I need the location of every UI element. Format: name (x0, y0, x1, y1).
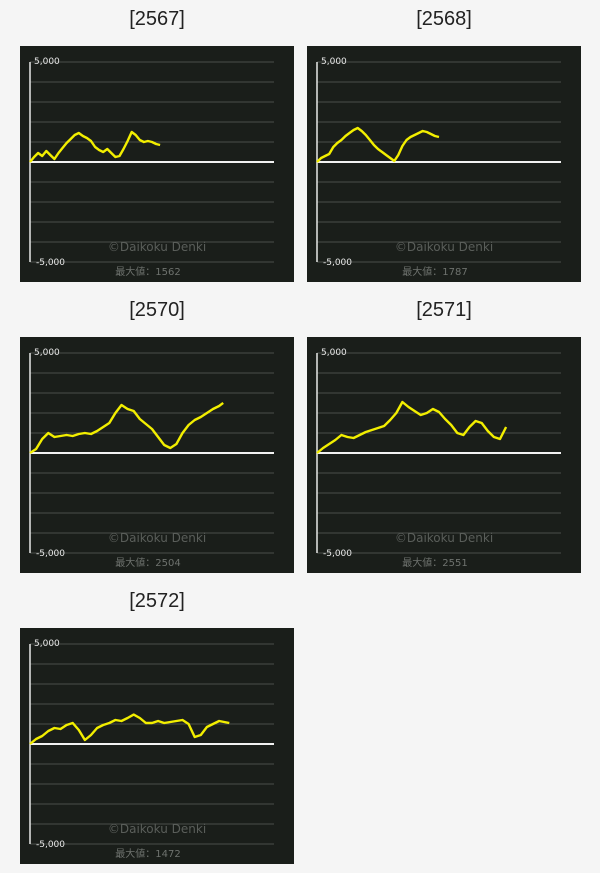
max-value-label: 最大値：1787 (402, 265, 467, 278)
series-line (29, 130, 161, 163)
max-value-label: 最大値：1472 (115, 847, 180, 860)
chart-card-2570: [2570] 5,000 -5,000 ©Daikoku Denki 最大値：2… (20, 295, 294, 573)
slump-chart-svg: 5,000 -5,000 ©Daikoku Denki 最大値：1562 (29, 57, 274, 278)
watermark: ©Daikoku Denki (108, 240, 206, 254)
watermark: ©Daikoku Denki (395, 240, 493, 254)
machine-title: [2570] (129, 299, 185, 321)
y-max-label: 5,000 (34, 57, 60, 67)
series-line (316, 400, 508, 454)
max-value-label: 最大値：2551 (402, 556, 467, 569)
slump-chart-svg: 5,000 -5,000 ©Daikoku Denki 最大値：2551 (316, 348, 561, 569)
watermark: ©Daikoku Denki (108, 531, 206, 545)
slump-chart: 5,000 -5,000 ©Daikoku Denki 最大値：2551 (307, 337, 581, 573)
slump-chart: 5,000 -5,000 ©Daikoku Denki 最大値：1562 (20, 46, 294, 282)
y-min-label: -5,000 (323, 549, 352, 559)
chart-card-2571: [2571] 5,000 -5,000 ©Daikoku Denki 最大値：2… (307, 295, 581, 573)
series-line (29, 713, 230, 745)
slump-chart-svg: 5,000 -5,000 ©Daikoku Denki 最大値：1787 (316, 57, 561, 278)
y-max-label: 5,000 (321, 348, 347, 358)
series-line (29, 401, 224, 455)
machine-title: [2567] (129, 8, 185, 30)
max-value-label: 最大値：1562 (115, 265, 180, 278)
y-max-label: 5,000 (34, 348, 60, 358)
watermark: ©Daikoku Denki (395, 531, 493, 545)
series-line (316, 126, 440, 163)
y-min-label: -5,000 (36, 549, 65, 559)
slump-chart: 5,000 -5,000 ©Daikoku Denki 最大値：1472 (20, 628, 294, 864)
slump-chart: 5,000 -5,000 ©Daikoku Denki 最大値：1787 (307, 46, 581, 282)
watermark: ©Daikoku Denki (108, 822, 206, 836)
y-min-label: -5,000 (36, 840, 65, 850)
machine-title: [2572] (129, 590, 185, 612)
y-max-label: 5,000 (321, 57, 347, 67)
chart-card-2567: [2567] 5,000 -5,000 ©Daikoku Denki 最大値：1… (20, 4, 294, 282)
y-min-label: -5,000 (323, 258, 352, 268)
machine-title: [2571] (416, 299, 472, 321)
chart-card-2568: [2568] 5,000 -5,000 ©Daikoku Denki 最大値：1… (307, 4, 581, 282)
chart-card-2572: [2572] 5,000 -5,000 ©Daikoku Denki 最大値：1… (20, 586, 294, 864)
max-value-label: 最大値：2504 (115, 556, 180, 569)
y-min-label: -5,000 (36, 258, 65, 268)
machine-title: [2568] (416, 8, 472, 30)
y-max-label: 5,000 (34, 639, 60, 649)
slump-chart-svg: 5,000 -5,000 ©Daikoku Denki 最大値：1472 (29, 639, 274, 860)
slump-chart-svg: 5,000 -5,000 ©Daikoku Denki 最大値：2504 (29, 348, 274, 569)
slump-chart: 5,000 -5,000 ©Daikoku Denki 最大値：2504 (20, 337, 294, 573)
